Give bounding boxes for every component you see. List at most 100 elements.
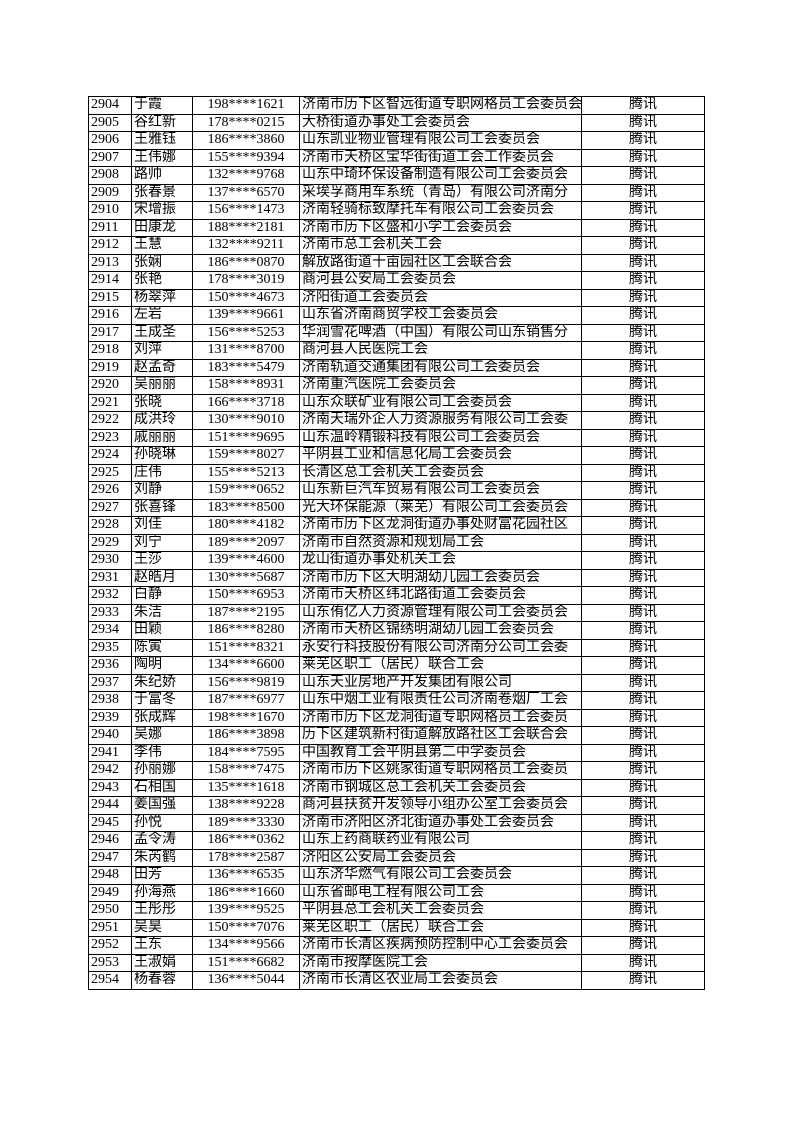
phone-number: 150****6953	[192, 586, 300, 605]
phone-number: 150****4673	[192, 288, 300, 307]
organization: 商河县公安局工会委员会	[299, 271, 582, 290]
phone-number: 151****6682	[192, 953, 300, 972]
row-number: 2909	[88, 183, 132, 202]
phone-number: 151****8321	[192, 638, 300, 657]
table-row: 2915 杨翠萍 150****4673 济阳街道工会委员会 腾讯	[88, 288, 705, 307]
row-number: 2951	[88, 918, 132, 937]
organization: 山东侑亿人力资源管理有限公司工会委员会	[299, 603, 582, 622]
organization: 济南市长清区疾病预防控制中心工会委员会	[299, 936, 582, 955]
table-row: 2932 白静 150****6953 济南市天桥区纬北路街道工会委员会 腾讯	[88, 586, 705, 605]
phone-number: 188****2181	[192, 218, 300, 237]
organization: 中国教育工会平阴县第二中学委员会	[299, 743, 582, 762]
platform: 腾讯	[581, 761, 705, 780]
phone-number: 130****5687	[192, 568, 300, 587]
table-row: 2949 孙海燕 186****1660 山东省邮电工程有限公司工会 腾讯	[88, 883, 705, 902]
row-number: 2941	[88, 743, 132, 762]
organization: 济阳街道工会委员会	[299, 288, 582, 307]
organization: 济南市历下区姚家街道专职网格员工会委员	[299, 761, 582, 780]
member-name: 张艳	[131, 271, 193, 290]
table-row: 2908 路帅 132****9768 山东中琦环保设备制造有限公司工会委员会 腾讯	[88, 166, 705, 185]
row-number: 2917	[88, 323, 132, 342]
member-name: 赵皓月	[131, 568, 193, 587]
organization: 济南市历下区龙洞街道办事处财富花园社区	[299, 516, 582, 535]
member-name: 王莎	[131, 551, 193, 570]
table-row: 2940 吴娜 186****3898 历下区建筑新村街道解放路社区工会联合会 腾讯	[88, 726, 705, 745]
phone-number: 198****1621	[192, 96, 300, 115]
table-row: 2904 于霞 198****1621 济南市历下区智远街道专职网格员工会委员会 腾讯	[88, 96, 705, 115]
table-row: 2917 王成圣 156****5253 华润雪花啤酒（中国）有限公司山东销售分 腾讯	[88, 323, 705, 342]
platform: 腾讯	[581, 726, 705, 745]
organization: 济南市总工会机关工会	[299, 236, 582, 255]
member-name: 李伟	[131, 743, 193, 762]
row-number: 2921	[88, 393, 132, 412]
table-row: 2944 姜国强 138****9228 商河县扶贫开发领导小组办公室工会委员会 腾讯	[88, 796, 705, 815]
table-row: 2945 孙悦 189****3330 济南市济阳区济北街道办事处工会委员会 腾讯	[88, 813, 705, 832]
table-row: 2914 张艳 178****3019 商河县公安局工会委员会 腾讯	[88, 271, 705, 290]
table-row: 2937 朱纪娇 156****9819 山东天业房地产开发集团有限公司 腾讯	[88, 673, 705, 692]
organization: 济南天瑞外企人力资源服务有限公司工会委	[299, 411, 582, 430]
phone-number: 186****8280	[192, 621, 300, 640]
phone-number: 178****0215	[192, 113, 300, 132]
organization: 济南轻骑标致摩托车有限公司工会委员会	[299, 201, 582, 220]
table-row: 2930 王莎 139****4600 龙山街道办事处机关工会 腾讯	[88, 551, 705, 570]
table-row: 2925 庄伟 155****5213 长清区总工会机关工会委员会 腾讯	[88, 463, 705, 482]
platform: 腾讯	[581, 376, 705, 395]
platform: 腾讯	[581, 306, 705, 325]
row-number: 2939	[88, 708, 132, 727]
member-name: 王成圣	[131, 323, 193, 342]
table-row: 2920 吴丽丽 158****8931 济南重汽医院工会委员会 腾讯	[88, 376, 705, 395]
phone-number: 138****9228	[192, 796, 300, 815]
organization: 济南市历下区龙洞街道专职网格员工会委员	[299, 708, 582, 727]
table-row: 2929 刘宁 189****2097 济南市自然资源和规划局工会 腾讯	[88, 533, 705, 552]
member-name: 孙悦	[131, 813, 193, 832]
platform: 腾讯	[581, 743, 705, 762]
row-number: 2916	[88, 306, 132, 325]
row-number: 2918	[88, 341, 132, 360]
organization: 龙山街道办事处机关工会	[299, 551, 582, 570]
phone-number: 184****7595	[192, 743, 300, 762]
platform: 腾讯	[581, 831, 705, 850]
organization: 山东众联矿业有限公司工会委员会	[299, 393, 582, 412]
phone-number: 150****7076	[192, 918, 300, 937]
phone-number: 158****8931	[192, 376, 300, 395]
phone-number: 178****3019	[192, 271, 300, 290]
platform: 腾讯	[581, 166, 705, 185]
row-number: 2932	[88, 586, 132, 605]
row-number: 2904	[88, 96, 132, 115]
row-number: 2936	[88, 656, 132, 675]
organization: 山东省济南商贸学校工会委员会	[299, 306, 582, 325]
member-name: 左岩	[131, 306, 193, 325]
phone-number: 186****3898	[192, 726, 300, 745]
platform: 腾讯	[581, 463, 705, 482]
row-number: 2907	[88, 148, 132, 167]
table-row: 2935 陈寅 151****8321 永安行科技股份有限公司济南分公司工会委 腾讯	[88, 638, 705, 657]
table-row: 2950 王彤彤 139****9525 平阴县总工会机关工会委员会 腾讯	[88, 901, 705, 920]
platform: 腾讯	[581, 708, 705, 727]
member-name: 谷红新	[131, 113, 193, 132]
platform: 腾讯	[581, 866, 705, 885]
table-row: 2946 孟令涛 186****0362 山东上药商联药业有限公司 腾讯	[88, 831, 705, 850]
phone-number: 155****5213	[192, 463, 300, 482]
row-number: 2934	[88, 621, 132, 640]
platform: 腾讯	[581, 236, 705, 255]
member-name: 刘宁	[131, 533, 193, 552]
platform: 腾讯	[581, 971, 705, 990]
organization: 解放路街道十亩园社区工会联合会	[299, 253, 582, 272]
organization: 山东天业房地产开发集团有限公司	[299, 673, 582, 692]
row-number: 2912	[88, 236, 132, 255]
organization: 济南市自然资源和规划局工会	[299, 533, 582, 552]
member-name: 吴昊	[131, 918, 193, 937]
phone-number: 180****4182	[192, 516, 300, 535]
platform: 腾讯	[581, 218, 705, 237]
member-name: 宋增振	[131, 201, 193, 220]
organization: 山东凯业物业管理有限公司工会委员会	[299, 131, 582, 150]
table-row: 2923 戚丽丽 151****9695 山东温岭精锻科技有限公司工会委员会 腾讯	[88, 428, 705, 447]
row-number: 2943	[88, 778, 132, 797]
phone-number: 131****8700	[192, 341, 300, 360]
phone-number: 183****5479	[192, 358, 300, 377]
member-name: 路帅	[131, 166, 193, 185]
row-number: 2953	[88, 953, 132, 972]
member-name: 于富冬	[131, 691, 193, 710]
table-row: 2906 王雅钰 186****3860 山东凯业物业管理有限公司工会委员会 腾讯	[88, 131, 705, 150]
organization: 山东中烟工业有限责任公司济南卷烟厂工会	[299, 691, 582, 710]
